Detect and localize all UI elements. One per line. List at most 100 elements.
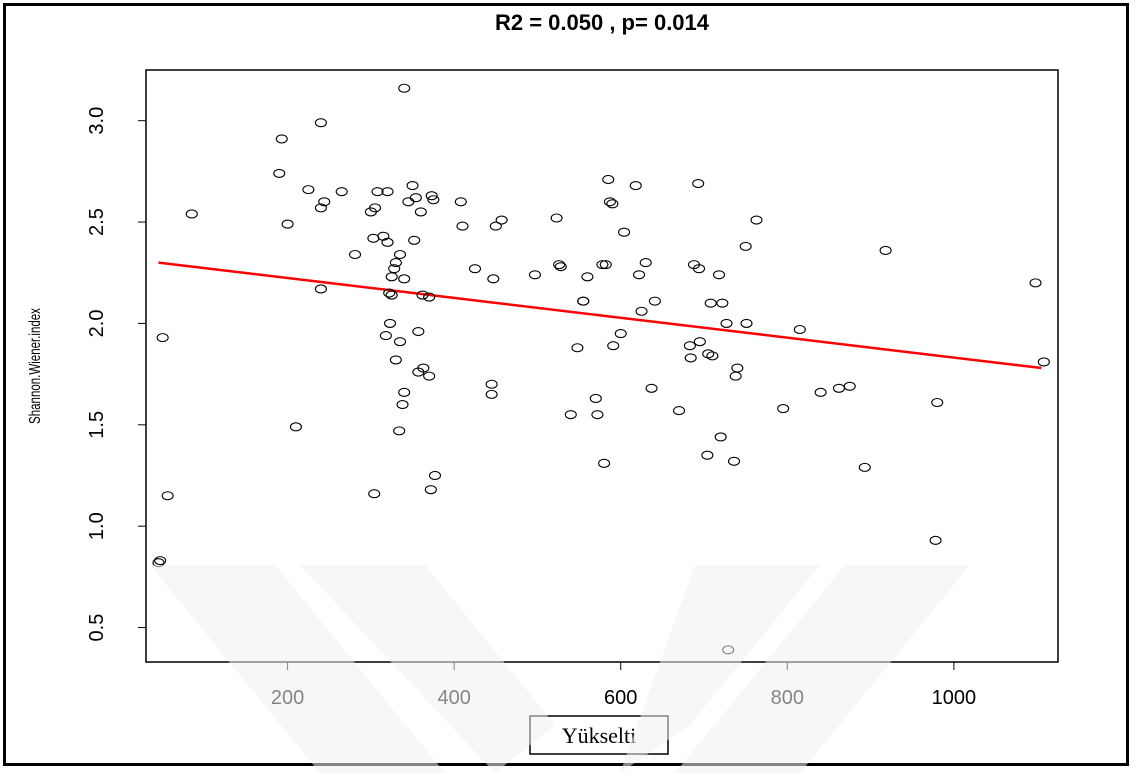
data-point <box>740 318 753 328</box>
data-point <box>381 237 394 247</box>
data-point <box>931 397 944 408</box>
data-point <box>161 491 174 501</box>
data-point <box>550 213 563 223</box>
data-point <box>589 393 602 403</box>
data-point <box>596 260 609 270</box>
data-point <box>672 406 686 416</box>
y-tick-label: 3.0 <box>86 107 108 135</box>
data-point <box>314 284 327 294</box>
x-axis: 200 400 600 800 1000 <box>271 661 977 709</box>
data-point <box>720 318 733 328</box>
data-point <box>598 458 611 468</box>
x-tick-label: 1000 <box>932 687 977 709</box>
data-point <box>318 197 331 207</box>
data-point <box>777 404 790 414</box>
data-point <box>602 174 615 185</box>
data-point <box>716 298 729 308</box>
data-point <box>485 379 498 389</box>
data-point <box>692 178 705 189</box>
data-point <box>832 383 846 393</box>
data-point <box>633 270 646 280</box>
data-point <box>425 191 438 201</box>
data-point <box>577 296 590 306</box>
data-point <box>739 241 752 251</box>
data-point <box>629 181 642 191</box>
data-point <box>393 249 407 260</box>
data-point <box>684 353 697 363</box>
data-point <box>414 207 427 217</box>
data-point <box>273 168 286 178</box>
points-group <box>152 83 1050 655</box>
data-point <box>406 181 419 191</box>
data-point <box>639 258 652 268</box>
y-axis: 0.5 1.0 1.5 2.0 2.5 3.0 <box>86 107 146 642</box>
data-point <box>814 387 827 397</box>
y-tick-label: 0.5 <box>86 614 108 642</box>
data-point <box>393 426 406 436</box>
data-point <box>409 193 422 203</box>
data-point <box>495 215 508 225</box>
data-point <box>185 209 198 219</box>
data-point <box>416 290 429 300</box>
data-point <box>385 290 398 300</box>
trend-line <box>158 261 1042 370</box>
data-point <box>485 389 498 399</box>
data-point <box>424 485 437 495</box>
data-point <box>706 351 719 361</box>
data-point <box>389 355 402 365</box>
data-point <box>383 318 397 328</box>
data-point <box>879 245 892 255</box>
data-point <box>554 262 567 272</box>
data-point <box>729 371 742 381</box>
data-point <box>1037 357 1050 367</box>
data-point <box>314 203 327 213</box>
data-point <box>154 556 167 566</box>
x-tick-label: 800 <box>771 687 804 709</box>
data-point <box>388 264 401 274</box>
y-tick-label: 2.0 <box>86 310 108 338</box>
y-tick-label: 1.5 <box>86 411 108 439</box>
data-point <box>428 470 442 481</box>
data-point <box>468 264 482 274</box>
data-point <box>635 306 648 316</box>
data-point <box>618 227 631 237</box>
data-point <box>683 341 696 351</box>
data-point <box>489 221 502 231</box>
data-point <box>335 187 348 197</box>
chart-title: R2 = 0.050 , p= 0.014 <box>495 10 710 35</box>
data-point <box>714 432 727 442</box>
data-point <box>314 118 327 128</box>
data-point <box>614 329 627 339</box>
data-point <box>156 333 169 343</box>
data-point <box>712 270 726 280</box>
data-point <box>858 462 871 472</box>
data-point <box>553 260 566 270</box>
data-point <box>645 383 658 393</box>
data-point <box>571 343 584 353</box>
y-axis-label: Shannon.Wiener.index <box>25 308 43 424</box>
data-point <box>417 363 430 373</box>
data-point <box>704 298 717 308</box>
data-point <box>731 363 744 373</box>
data-point <box>398 83 411 93</box>
data-point <box>398 274 411 284</box>
data-point <box>456 221 469 231</box>
data-point <box>408 235 421 245</box>
data-point <box>383 288 396 298</box>
data-point <box>302 185 315 195</box>
data-point <box>393 337 407 347</box>
data-point <box>581 272 594 282</box>
data-point <box>412 326 425 337</box>
data-point <box>371 187 384 197</box>
data-point <box>693 337 706 347</box>
data-point <box>750 215 763 225</box>
data-point <box>402 197 415 207</box>
x-tick-label: 400 <box>437 687 470 709</box>
data-point <box>398 387 411 397</box>
data-point <box>603 197 616 207</box>
data-point <box>389 258 402 268</box>
data-point <box>385 272 398 282</box>
data-point <box>648 296 661 306</box>
data-point <box>606 199 619 209</box>
